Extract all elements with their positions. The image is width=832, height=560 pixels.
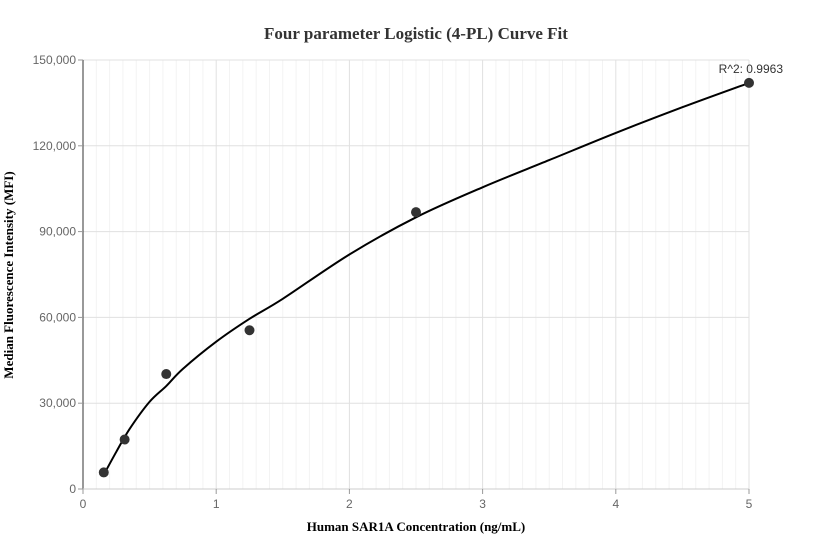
fit-curve-line: [102, 81, 750, 476]
y-tick-label: 120,000: [33, 139, 77, 153]
chart-title: Four parameter Logistic (4-PL) Curve Fit: [264, 24, 568, 43]
data-point: [98, 467, 109, 478]
y-axis-title: Median Fluorescence Intensity (MFI): [1, 171, 16, 378]
y-tick-label: 90,000: [39, 225, 76, 239]
data-point: [244, 325, 255, 336]
y-tick-label: 30,000: [39, 396, 76, 410]
x-tick-label: 3: [479, 497, 486, 511]
x-tick-label: 4: [612, 497, 619, 511]
x-tick-label: 2: [346, 497, 353, 511]
x-tick-label: 1: [213, 497, 220, 511]
data-point: [161, 369, 172, 380]
data-point: [411, 207, 421, 218]
y-tick-label: 0: [69, 482, 76, 496]
data-point: [119, 434, 130, 445]
r-squared-label: R^2: 0.9963: [719, 62, 784, 76]
y-tick-label: 150,000: [33, 53, 77, 67]
x-tick-label: 5: [746, 497, 753, 511]
y-tick-label: 60,000: [39, 310, 76, 324]
x-axis-title: Human SAR1A Concentration (ng/mL): [307, 519, 526, 534]
y-tick-labels: 0 30,000 60,000 90,000 120,000 150,000: [33, 53, 77, 496]
data-point: [744, 77, 754, 88]
x-tick-labels: 0 1 2 3 4 5: [80, 497, 753, 511]
x-tick-label: 0: [80, 497, 87, 511]
axes: [78, 59, 750, 494]
plot-area: [98, 77, 754, 478]
grid: [83, 59, 750, 489]
